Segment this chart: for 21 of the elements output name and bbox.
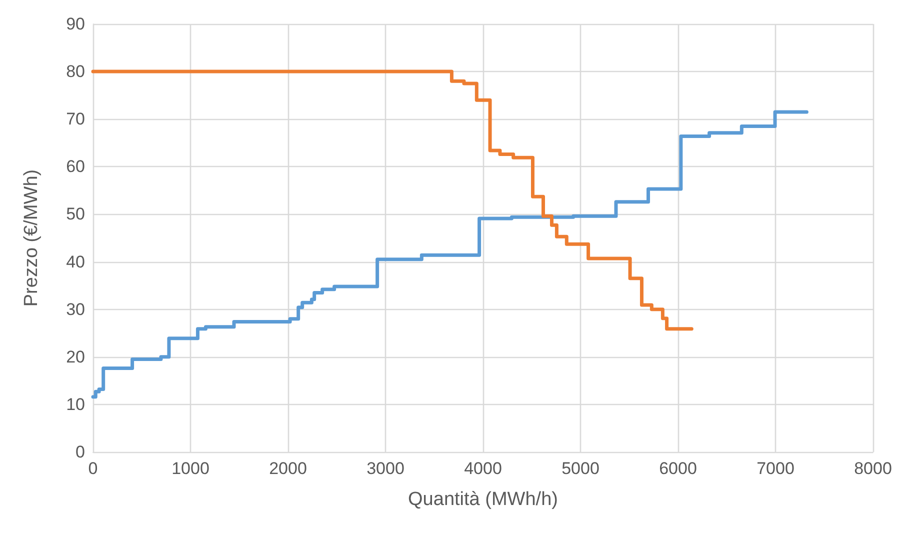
y-axis-title: Prezzo (€/MWh) xyxy=(21,169,42,307)
x-tick-label: 8000 xyxy=(854,459,892,478)
y-tick-label: 90 xyxy=(66,14,85,34)
y-tick-label: 70 xyxy=(66,110,85,129)
y-tick-label: 20 xyxy=(66,347,85,366)
y-tick-label: 30 xyxy=(66,300,85,319)
y-tick-label: 80 xyxy=(66,62,85,82)
x-tick-label: 4000 xyxy=(464,459,502,478)
y-tick-label: 50 xyxy=(66,204,85,224)
y-tick-label: 0 xyxy=(76,442,85,462)
y-tick-label: 40 xyxy=(66,252,85,272)
x-axis-title: Quantità (MWh/h) xyxy=(408,489,558,510)
y-tick-label: 10 xyxy=(66,394,85,414)
x-tick-label: 5000 xyxy=(562,459,600,478)
x-tick-label: 7000 xyxy=(756,459,794,478)
x-tick-label: 2000 xyxy=(269,459,307,478)
x-tick-label: 1000 xyxy=(172,459,210,478)
x-tick-label: 3000 xyxy=(366,459,404,478)
x-tick-label: 6000 xyxy=(659,459,697,478)
x-tick-label: 0 xyxy=(88,459,98,478)
y-tick-label: 60 xyxy=(66,157,85,176)
